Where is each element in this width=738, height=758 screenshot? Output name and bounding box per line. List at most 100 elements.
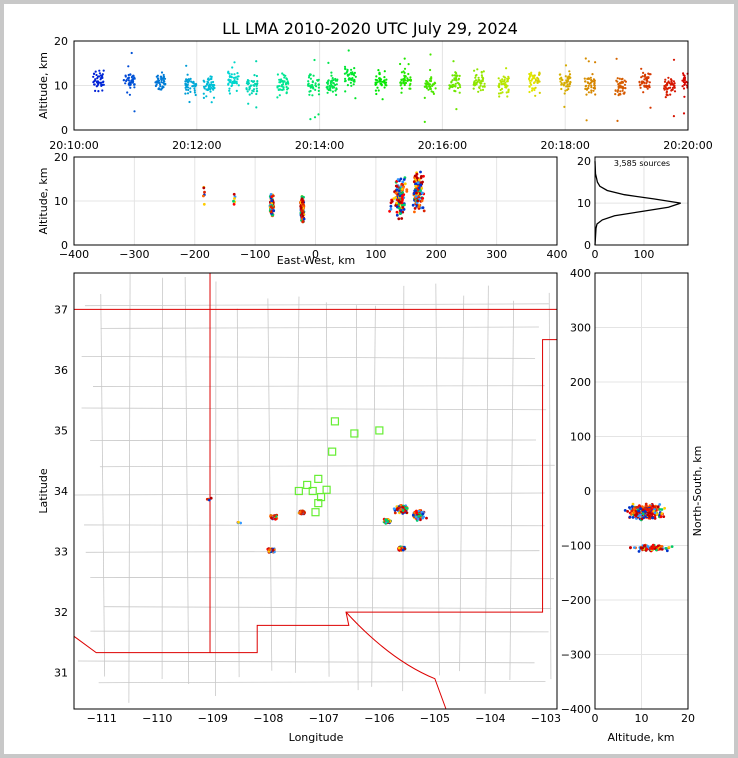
time-source-point <box>317 89 320 92</box>
time-source-point <box>536 81 539 84</box>
time-source-point <box>400 91 403 94</box>
time-source-point <box>475 73 478 77</box>
ew-source-point <box>232 199 235 203</box>
time-source-point <box>234 76 237 79</box>
map-source-point <box>414 515 418 519</box>
time-source-point <box>335 83 338 86</box>
map-source-point <box>417 514 421 518</box>
time-source-point <box>682 80 685 84</box>
map-y-tick: 31 <box>54 667 68 680</box>
ew-source-point <box>412 180 416 184</box>
county-line <box>215 281 217 697</box>
ns-source-point <box>640 517 644 521</box>
ns-y-tick: −400 <box>561 703 591 716</box>
ew-source-point <box>403 203 406 207</box>
time-source-point <box>501 82 505 86</box>
time-source-point <box>588 82 591 85</box>
time-source-point <box>202 92 205 95</box>
ns-y-tick: 100 <box>570 431 591 444</box>
time-source-point <box>594 61 597 64</box>
time-source-point <box>530 83 533 86</box>
time-source-point <box>95 85 98 88</box>
ns-source-point <box>645 547 648 551</box>
time-source-point <box>130 76 133 79</box>
time-source-point <box>566 83 569 86</box>
time-source-point <box>127 65 130 68</box>
time-source-point <box>407 72 410 76</box>
time-source-point <box>160 71 164 74</box>
time-source-point <box>252 88 256 91</box>
time-source-point <box>474 76 477 79</box>
county-line <box>81 407 547 411</box>
time-source-point <box>409 82 412 85</box>
map-x-tick: −110 <box>142 712 172 725</box>
time-source-point <box>617 89 620 92</box>
ew-source-point <box>301 199 305 203</box>
map-y-tick: 36 <box>54 364 68 377</box>
time-source-point <box>230 84 233 88</box>
time-source-point <box>399 62 402 66</box>
time-source-point <box>621 89 624 92</box>
time-source-point <box>346 84 349 87</box>
time-source-point <box>683 95 686 98</box>
ns-source-point <box>667 546 671 549</box>
time-source-point <box>376 86 379 89</box>
time-source-point <box>328 84 331 87</box>
time-source-point <box>253 74 256 77</box>
ew-source-point <box>419 170 422 174</box>
time-source-point <box>235 89 238 92</box>
time-source-point <box>126 91 129 94</box>
time-source-point <box>281 72 284 75</box>
time-source-point <box>504 83 507 87</box>
time-source-point <box>330 74 333 77</box>
time-source-point <box>256 80 259 83</box>
lma-figure-canvas: LL LMA 2010-2020 UTC July 29, 2024 20:10… <box>37 19 713 744</box>
time-source-point <box>504 86 507 89</box>
time-source-point <box>584 85 587 88</box>
time-source-point <box>622 92 625 95</box>
ew-y-tick: 0 <box>61 239 68 252</box>
ns-source-point <box>655 513 659 516</box>
time-source-point <box>448 87 451 90</box>
map-source-point <box>413 511 416 515</box>
time-source-point <box>483 82 486 85</box>
time-source-point <box>477 90 480 93</box>
state-border-south-east <box>73 339 557 654</box>
hist-panel-frame <box>594 156 689 246</box>
time-source-point <box>429 68 432 72</box>
map-x-tick: −105 <box>420 712 450 725</box>
ns-source-point <box>632 511 636 515</box>
time-source-point <box>643 74 647 77</box>
ew-source-point <box>202 186 206 190</box>
time-source-point <box>383 81 386 84</box>
time-source-point <box>645 82 648 85</box>
map-source-point <box>393 511 397 515</box>
ns-source-point <box>658 503 662 506</box>
time-source-point <box>409 78 412 81</box>
ew-source-point <box>414 189 417 193</box>
ns-source-point <box>660 508 664 511</box>
time-source-point <box>449 84 452 87</box>
county-line <box>90 630 549 633</box>
time-source-point <box>94 78 97 81</box>
ns-source-point <box>635 513 639 516</box>
time-source-point <box>404 75 407 78</box>
time-source-point <box>236 78 239 81</box>
time-source-point <box>587 84 590 87</box>
time-source-point <box>671 86 675 89</box>
time-source-point <box>374 81 377 84</box>
ew-source-point <box>396 178 400 181</box>
ns-source-point <box>643 544 647 548</box>
time-source-point <box>309 118 312 121</box>
time-source-point <box>325 81 329 84</box>
time-source-point <box>400 79 403 82</box>
map-x-tick: −103 <box>531 712 561 725</box>
time-source-point <box>473 69 476 72</box>
time-source-point <box>125 79 128 83</box>
time-source-point <box>159 75 162 78</box>
time-source-point <box>528 72 531 76</box>
time-source-point <box>616 77 619 80</box>
time-source-point <box>255 87 258 90</box>
time-source-point <box>307 80 310 83</box>
map-source-point <box>415 511 419 515</box>
